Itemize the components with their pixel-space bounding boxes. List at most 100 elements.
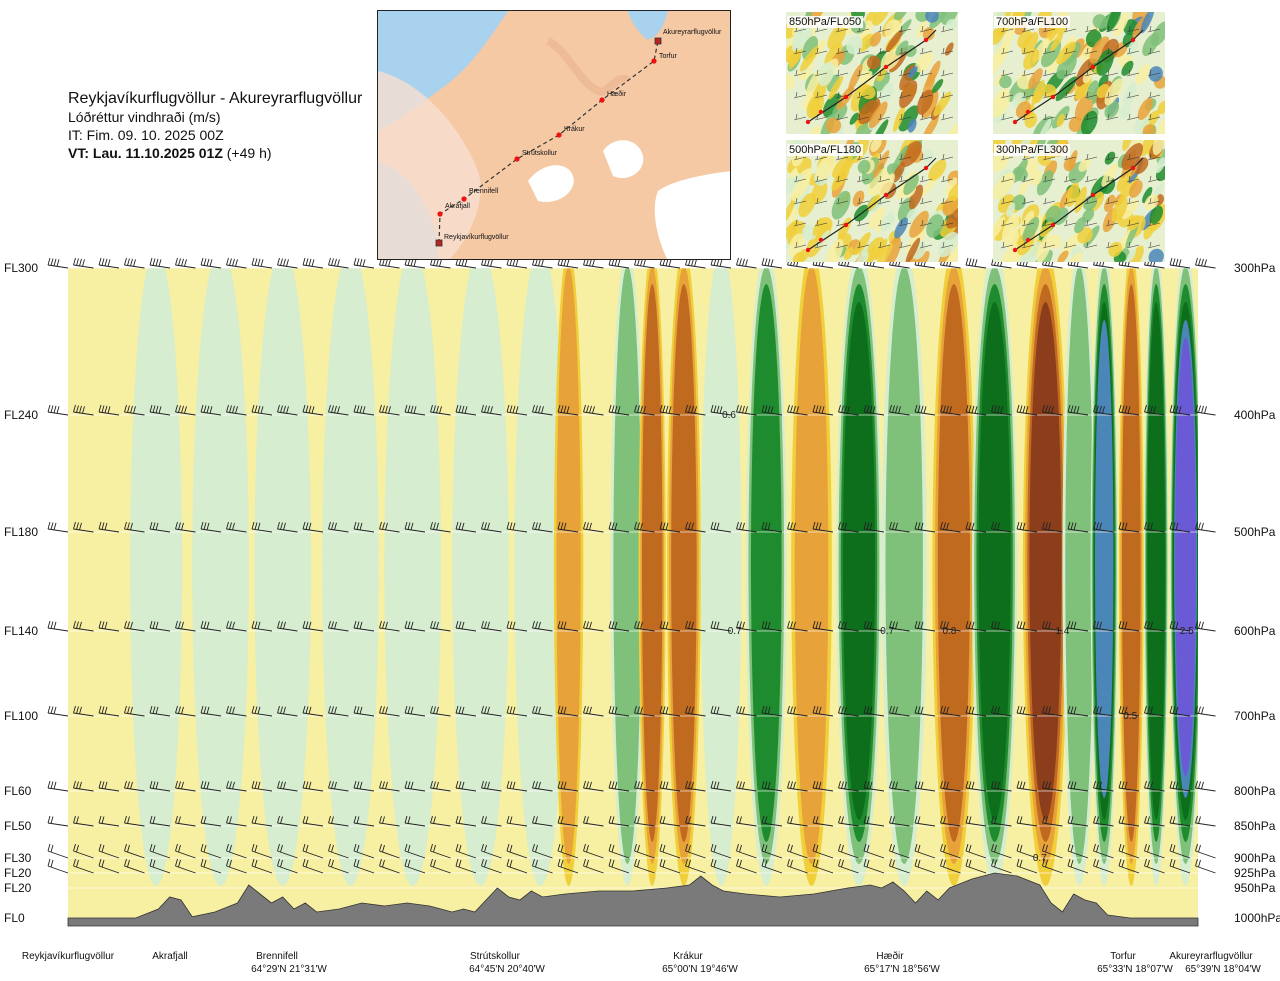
wind-barb	[353, 620, 375, 632]
wind-barb	[302, 404, 324, 416]
velocity-band	[978, 302, 1011, 820]
wind-barb	[608, 858, 630, 874]
wind-barb	[1016, 815, 1038, 827]
wind-barb	[404, 815, 426, 827]
wind-barb	[1195, 521, 1216, 533]
wind-barb	[455, 705, 477, 717]
wind-barb	[73, 815, 94, 827]
wind-barb	[353, 257, 375, 269]
wind-barb	[251, 620, 273, 632]
waypoint-coord: 65°39'N 18°04'W	[1185, 964, 1261, 975]
wind-barb	[965, 815, 987, 827]
vertical-velocity-field	[130, 268, 1198, 886]
wind-barb	[430, 404, 451, 416]
wind-barb	[251, 705, 273, 717]
wind-barb	[353, 404, 375, 416]
wind-barb	[965, 620, 987, 632]
velocity-band	[322, 268, 379, 886]
wind-barb	[506, 705, 528, 717]
isoline-label: 2.5	[1180, 626, 1194, 637]
wind-barb	[1118, 858, 1140, 874]
fl-tick-label: FL180	[4, 525, 38, 539]
wind-barb	[379, 620, 400, 632]
wind-barb	[557, 404, 579, 416]
fl-tick-label: FL30	[4, 851, 32, 865]
velocity-band	[613, 268, 642, 864]
wind-barb	[583, 780, 604, 792]
wind-barb	[1169, 620, 1191, 632]
wind-barb	[787, 843, 808, 859]
wind-barb	[1067, 780, 1089, 792]
waypoint-name: Krákur	[673, 951, 703, 962]
fl-tick-label: FL20	[4, 881, 32, 895]
wind-barb	[200, 620, 222, 632]
wind-barb	[277, 858, 298, 874]
wind-barb	[1042, 858, 1063, 874]
wind-barb	[200, 843, 222, 859]
wind-barb	[812, 858, 834, 874]
wind-barb	[200, 780, 222, 792]
wind-barb	[200, 521, 222, 533]
fl-tick-label: FL20	[4, 866, 32, 880]
mini-map-700-label: 700hPa/FL100	[994, 16, 1071, 28]
wind-barb	[226, 858, 247, 874]
wind-barb	[1195, 257, 1216, 269]
waypoint-marker	[437, 211, 443, 217]
wind-barb	[812, 815, 834, 827]
wind-barb	[761, 858, 783, 874]
wind-barb	[557, 843, 579, 859]
wind-barb	[914, 858, 936, 874]
wind-barb	[481, 705, 502, 717]
wind-barb	[47, 815, 69, 827]
issue-time: IT: Fim. 09. 10. 2025 00Z	[68, 127, 224, 143]
wind-barb	[736, 521, 757, 533]
wind-barb	[302, 780, 324, 792]
wind-barb	[481, 780, 502, 792]
wind-barb	[685, 815, 706, 827]
wind-barb	[1169, 815, 1191, 827]
wind-barb	[226, 620, 247, 632]
waypoint-coord: 64°29'N 21°31'W	[251, 964, 327, 975]
waypoint-marker	[461, 196, 467, 202]
wind-barb	[812, 521, 834, 533]
wind-barb	[736, 404, 757, 416]
wind-barb	[532, 843, 553, 859]
wind-barb	[353, 780, 375, 792]
route-map-waypoint-label: Torfur	[659, 53, 678, 60]
wind-barb	[838, 780, 859, 792]
wind-barb	[940, 843, 961, 859]
isoline-label: 0.5	[1123, 711, 1137, 722]
isoline-label: 0.8	[942, 626, 956, 637]
wind-barb	[838, 404, 859, 416]
wind-barb	[481, 404, 502, 416]
wind-barb	[583, 815, 604, 827]
wind-barb	[761, 780, 783, 792]
wind-barb	[685, 843, 706, 859]
wind-barb	[379, 843, 400, 859]
wind-barb	[328, 858, 349, 874]
wind-barb	[430, 705, 451, 717]
wind-barb	[175, 858, 196, 874]
mini-map-700-svg	[993, 12, 1165, 134]
wind-barb	[1042, 404, 1063, 416]
route-map-waypoint-label: Akureyrarflugvöllur	[663, 29, 722, 36]
wind-barb	[98, 780, 120, 792]
hpa-tick-label: 900hPa	[1234, 851, 1276, 865]
wind-barb	[710, 780, 732, 792]
wind-barb	[863, 404, 885, 416]
wind-barb	[455, 815, 477, 827]
wind-barb	[914, 843, 936, 859]
wind-barb	[124, 858, 145, 874]
wind-barb	[379, 815, 400, 827]
wind-barb	[1118, 843, 1140, 859]
wind-barb	[991, 780, 1012, 792]
velocity-band	[671, 284, 697, 842]
wind-barb	[98, 257, 120, 269]
wind-barb	[226, 815, 247, 827]
wind-barb	[1169, 705, 1191, 717]
wind-barb	[47, 404, 69, 416]
wind-barb	[1093, 620, 1114, 632]
wind-barb	[1016, 620, 1038, 632]
wind-barb	[787, 521, 808, 533]
wind-barb	[200, 257, 222, 269]
